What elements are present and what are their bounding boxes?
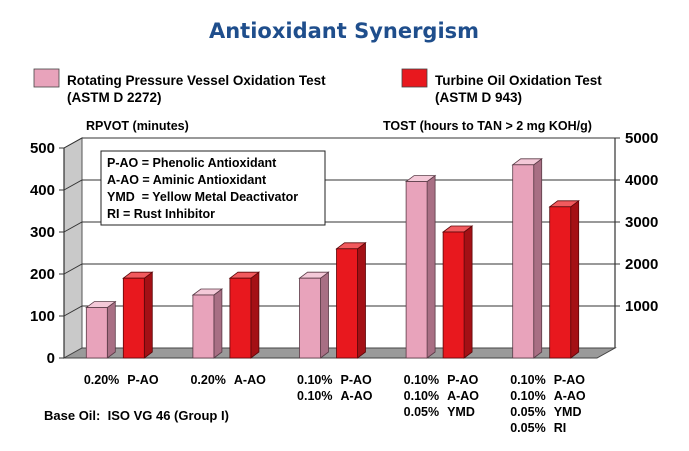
category-percent: 0.05% (510, 405, 545, 419)
category-percent: 0.10% (297, 389, 332, 403)
bar-rpvot-1-side (106, 300, 116, 359)
bar-tost-5-front (549, 206, 572, 359)
category-percent: 0.05% (510, 421, 545, 435)
bar-tost-3 (335, 242, 367, 359)
category-label-group-5: 0.10% P-AO 0.10% A-AO 0.05% YMD 0.05% RI (510, 373, 586, 435)
category-percent: 0.10% (404, 373, 439, 387)
left-axis-ticks: 0 100 200 300 400 500 (30, 140, 64, 367)
bar-rpvot-4-front (405, 181, 428, 359)
category-additive: P-AO (127, 373, 159, 387)
bar-rpvot-4 (404, 174, 437, 359)
category-additive: YMD (554, 405, 582, 419)
category-percent: 0.10% (297, 373, 332, 387)
bar-rpvot-1-front (85, 307, 108, 359)
gridlines (63, 137, 615, 317)
legend-tost-line2: (ASTM D 943) (435, 90, 522, 105)
chart-title: Antioxidant Synergism (209, 19, 479, 43)
left-axis-title: RPVOT (minutes) (86, 119, 189, 133)
category-percent: 0.10% (404, 389, 439, 403)
abbreviation-key: P-AO = Phenolic Antioxidant A-AO = Amini… (100, 150, 326, 226)
left-tick-label: 200 (30, 266, 55, 283)
bar-tost-4-front (442, 231, 465, 359)
category-label-group-1: 0.20% P-AO (84, 373, 159, 387)
category-percent: 0.10% (510, 373, 545, 387)
category-additive: YMD (447, 405, 475, 419)
key-line-ymd: YMD = Yellow Metal Deactivator (107, 190, 298, 204)
bar-rpvot-3-front (299, 277, 321, 359)
category-additive: A-AO (447, 389, 479, 403)
bar-rpvot-2-side (213, 288, 223, 359)
gridline (63, 179, 615, 191)
right-tick-label: 2000 (625, 256, 658, 273)
key-line-a-ao: A-AO = Aminic Antioxidant (107, 173, 267, 187)
bar-rpvot-5 (511, 158, 543, 359)
key-line-ri: RI = Rust Inhibitor (107, 207, 215, 221)
category-additive: A-AO (234, 373, 266, 387)
gridline (63, 137, 615, 149)
category-additive: P-AO (554, 373, 586, 387)
bar-rpvot-1 (85, 300, 117, 359)
bar-tost-3-front (336, 248, 358, 359)
left-tick-label: 400 (30, 182, 55, 199)
category-percent: 0.20% (190, 373, 225, 387)
category-percent: 0.20% (84, 373, 119, 387)
bar-tost-2-front (229, 277, 252, 359)
bar-rpvot-3 (298, 271, 330, 359)
bar-rpvot-5-side (533, 158, 543, 359)
category-additive: A-AO (341, 389, 373, 403)
bar-rpvot-4-side (426, 174, 436, 359)
right-tick-label: 4000 (625, 172, 658, 189)
right-tick-label: 3000 (625, 214, 658, 231)
right-axis-title: TOST (hours to TAN > 2 mg KOH/g) (383, 119, 592, 133)
legend-swatch-rpvot (33, 68, 60, 88)
category-additive: P-AO (447, 373, 479, 387)
category-label-group-2: 0.20% A-AO (190, 373, 266, 387)
bar-tost-2 (228, 271, 261, 359)
bar-tost-5-side (570, 200, 580, 359)
legend: Rotating Pressure Vessel Oxidation Test … (33, 68, 602, 105)
bar-tost-4-side (463, 225, 473, 359)
key-line-p-ao: P-AO = Phenolic Antioxidant (107, 156, 277, 170)
left-tick-label: 100 (30, 308, 55, 325)
gridline (63, 263, 615, 275)
left-tick-label: 0 (47, 350, 55, 367)
legend-tost-line1: Turbine Oil Oxidation Test (435, 73, 602, 88)
legend-rpvot-line1: Rotating Pressure Vessel Oxidation Test (67, 73, 326, 88)
left-tick-label: 500 (30, 140, 55, 157)
bar-rpvot-2-front (192, 294, 215, 359)
gridline (63, 221, 615, 233)
legend-rpvot-line2: (ASTM D 2272) (67, 90, 162, 105)
bar-tost-1-front (122, 277, 145, 359)
category-additive: RI (554, 421, 567, 435)
right-axis-ticks: 1000 2000 3000 4000 5000 (615, 130, 658, 315)
category-percent: 0.10% (510, 389, 545, 403)
category-percent: 0.05% (404, 405, 439, 419)
category-labels: 0.20% P-AO 0.20% A-AO 0.10% P-AO0.10% A-AO0.10… (84, 373, 586, 435)
abbreviation-key-box (100, 150, 326, 226)
side-wall (63, 137, 83, 359)
category-additive: P-AO (341, 373, 373, 387)
bar-tost-2-side (250, 271, 260, 359)
category-label-group-4: 0.10% P-AO 0.10% A-AO 0.05% YMD (404, 373, 480, 419)
bar-rpvot-5-front (512, 164, 535, 359)
bar-tost-1-side (143, 271, 153, 359)
bar-tost-1 (122, 271, 154, 359)
bar-rpvot-2 (191, 288, 224, 359)
bar-tost-3-side (357, 242, 366, 359)
right-tick-label: 1000 (625, 298, 658, 315)
bar-tost-5 (548, 200, 580, 359)
bar-tost-4 (441, 225, 474, 359)
bar-rpvot-3-side (320, 271, 329, 359)
category-label-group-3: 0.10% P-AO 0.10% A-AO (297, 373, 373, 403)
right-tick-label: 5000 (625, 130, 658, 147)
left-tick-label: 300 (30, 224, 55, 241)
base-oil-footnote: Base Oil: ISO VG 46 (Group I) (44, 408, 229, 423)
gridline (63, 305, 615, 317)
legend-swatch-tost (401, 68, 428, 88)
category-additive: A-AO (554, 389, 586, 403)
bars (85, 158, 580, 359)
